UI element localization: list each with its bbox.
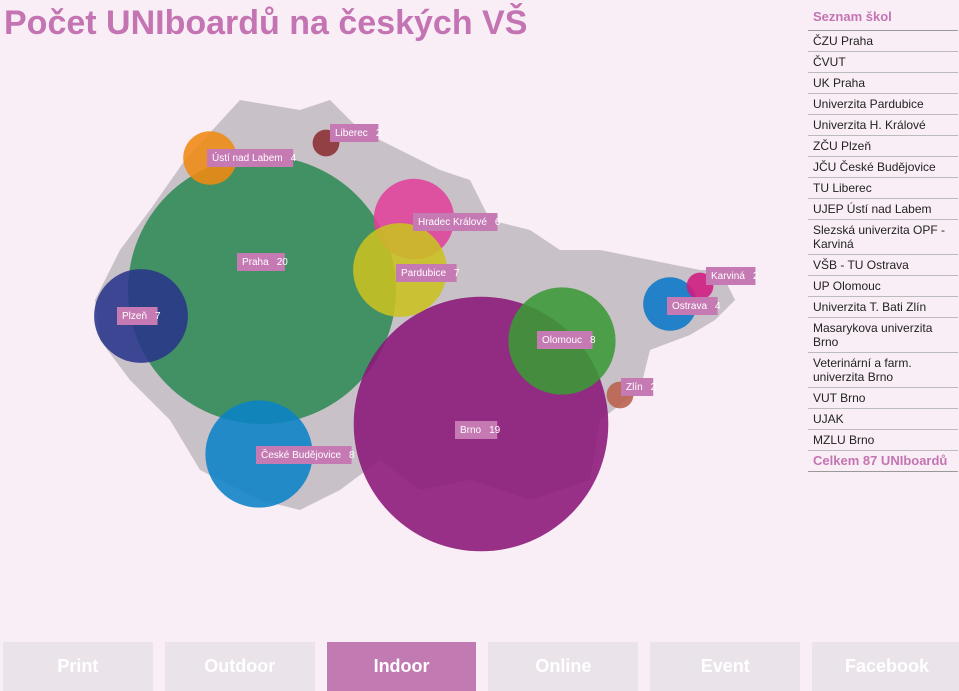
city-count: 2	[376, 128, 382, 139]
nav-button[interactable]: Print	[3, 642, 153, 691]
city-label: Liberec 2	[330, 124, 382, 142]
nav-button[interactable]: Outdoor	[164, 642, 315, 691]
label-box	[117, 307, 158, 325]
total: Celkem 87 UNIboardů	[808, 451, 958, 472]
city-name: Karviná	[711, 271, 745, 282]
label-box	[413, 213, 498, 231]
label-box	[396, 264, 457, 282]
city-label: Karviná 2	[706, 267, 759, 285]
label-text: Brno 19	[460, 425, 501, 436]
city-count: 19	[489, 425, 501, 436]
school-item: UK Praha	[808, 73, 958, 94]
city-name: Liberec	[335, 128, 368, 139]
school-item: UJAK	[808, 409, 958, 430]
label-box	[667, 297, 718, 315]
school-item: Univerzita T. Bati Zlín	[808, 297, 958, 318]
city-count: 4	[715, 301, 721, 312]
school-item: ZČU Plzeň	[808, 136, 958, 157]
label-text: Plzeň 7	[122, 311, 161, 322]
city-name: Olomouc	[542, 335, 582, 346]
city-label: České Budějovice 8	[256, 446, 355, 464]
city-name: Hradec Králové	[418, 217, 487, 228]
label-text: Liberec 2	[335, 128, 382, 139]
school-item: UJEP Ústí nad Labem	[808, 199, 958, 220]
city-count: 2	[753, 271, 759, 282]
city-name: Ostrava	[672, 301, 707, 312]
city-count: 6	[495, 217, 501, 228]
label-box	[237, 253, 285, 271]
title: Počet UNIboardů na českých VŠ	[4, 4, 528, 42]
city-count: 7	[454, 268, 460, 279]
city-name: Pardubice	[401, 268, 446, 279]
school-item: Veterinární a farm. univerzita Brno	[808, 353, 958, 388]
label-text: Ostrava 4	[672, 301, 721, 312]
city-name: Ústí nad Labem	[212, 151, 283, 164]
label-box	[537, 331, 593, 349]
school-item: VUT Brno	[808, 388, 958, 409]
label-box	[330, 124, 379, 142]
school-list: Seznam škol ČZU Praha ČVUT UK Praha Univerzi…	[808, 4, 958, 472]
school-item: Masarykova univerzita Brno	[808, 318, 958, 353]
nav-button[interactable]: Online	[488, 642, 639, 691]
city-label: Zlín 2	[621, 378, 657, 396]
city-name: České Budějovice	[261, 448, 341, 461]
label-text: Karviná 2	[711, 271, 759, 282]
nav-button[interactable]: Event	[650, 642, 801, 691]
label-text: Zlín 2	[626, 382, 657, 393]
city-label: Olomouc 8	[537, 331, 596, 349]
city-count: 8	[349, 450, 355, 461]
city-label: Ostrava 4	[667, 297, 721, 315]
school-item: UP Olomouc	[808, 276, 958, 297]
label-box	[256, 446, 352, 464]
city-count: 2	[651, 382, 657, 393]
label-box	[207, 149, 294, 167]
school-item: TU Liberec	[808, 178, 958, 199]
city-label: Plzeň 7	[117, 307, 161, 325]
label-text: Ústí nad Labem 4	[212, 151, 297, 164]
city-name: Zlín	[626, 382, 643, 393]
city-count: 8	[590, 335, 596, 346]
label-box	[455, 421, 498, 439]
label-box	[621, 378, 654, 396]
school-item: MZLU Brno	[808, 430, 958, 451]
school-item: JČU České Budějovice	[808, 157, 958, 178]
city-label: Pardubice 7	[396, 264, 460, 282]
nav-button[interactable]: Facebook	[812, 642, 959, 691]
city-label: Praha 20	[237, 253, 288, 271]
city-name: Plzeň	[122, 311, 147, 322]
city-label: Brno 19	[455, 421, 501, 439]
school-item: Univerzita Pardubice	[808, 94, 958, 115]
map: Praha 20 Brno 19 České Budějovice 8 Olomouc 8 Pl…	[94, 100, 759, 552]
nav-button[interactable]: Indoor	[326, 642, 477, 691]
city-name: Praha	[242, 257, 269, 268]
city-count: 20	[277, 257, 289, 268]
nav-bar: Print Outdoor Indoor Online Event Facebook	[0, 642, 959, 691]
label-text: Pardubice 7	[401, 268, 460, 279]
city-label: Hradec Králové 6	[413, 213, 501, 231]
city-count: 7	[155, 311, 161, 322]
city-bubble	[128, 156, 396, 424]
city-label: Ústí nad Labem 4	[207, 149, 297, 167]
label-box	[706, 267, 756, 285]
school-item: VŠB - TU Ostrava	[808, 255, 958, 276]
school-item: ČZU Praha	[808, 31, 958, 52]
school-item: Univerzita H. Králové	[808, 115, 958, 136]
school-item: Slezská univerzita OPF - Karviná	[808, 220, 958, 255]
list-title: Seznam škol	[808, 4, 958, 31]
city-count: 4	[291, 153, 297, 164]
label-text: Praha 20	[242, 257, 288, 268]
label-text: Hradec Králové 6	[418, 217, 501, 228]
label-text: Olomouc 8	[542, 335, 596, 346]
label-text: České Budějovice 8	[261, 448, 355, 461]
city-name: Brno	[460, 425, 482, 436]
school-item: ČVUT	[808, 52, 958, 73]
